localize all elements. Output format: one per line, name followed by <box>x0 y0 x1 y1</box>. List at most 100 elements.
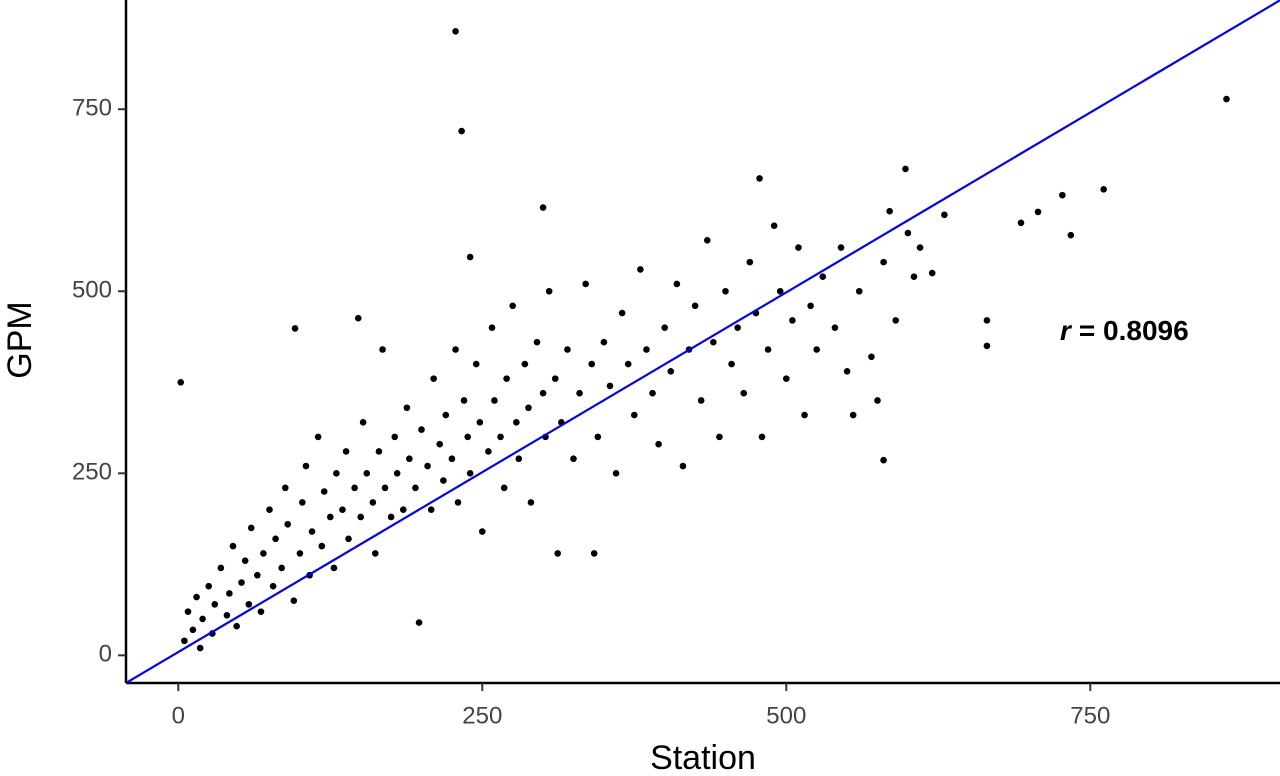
point <box>436 440 444 448</box>
point <box>418 426 425 433</box>
point <box>722 287 729 295</box>
point <box>513 419 520 426</box>
point <box>807 302 814 310</box>
point <box>464 433 472 441</box>
point <box>582 280 589 288</box>
point <box>503 375 510 382</box>
x-tick-label: 500 <box>766 702 806 729</box>
point <box>452 346 459 353</box>
point <box>655 440 662 448</box>
point <box>910 273 918 280</box>
point <box>527 499 535 506</box>
point <box>296 550 304 557</box>
point <box>509 302 516 310</box>
point <box>238 579 245 586</box>
annotation-text: = 0.8096 <box>1079 315 1189 346</box>
point <box>281 484 289 492</box>
annotation: r = 0.8096 <box>1060 315 1189 346</box>
annotation-variable: r <box>1060 315 1073 346</box>
point <box>359 419 367 426</box>
point <box>345 535 352 543</box>
point <box>716 433 723 441</box>
point <box>928 269 936 277</box>
point <box>576 389 583 397</box>
point <box>734 324 741 331</box>
point <box>521 360 529 368</box>
y-tick-label: 500 <box>72 277 112 304</box>
point <box>375 448 383 455</box>
point <box>649 389 656 397</box>
point <box>427 506 435 514</box>
point <box>630 411 638 419</box>
point <box>302 462 310 470</box>
point <box>342 448 350 455</box>
point <box>189 626 197 634</box>
point <box>272 535 279 543</box>
point <box>412 484 419 492</box>
point <box>363 469 371 477</box>
point <box>478 528 486 535</box>
point <box>710 338 717 346</box>
point <box>904 229 912 237</box>
point <box>314 433 322 441</box>
point <box>831 324 839 331</box>
point <box>223 611 231 619</box>
point <box>247 524 255 532</box>
point <box>606 382 614 390</box>
point <box>217 564 225 572</box>
point <box>497 433 504 441</box>
point <box>330 564 338 572</box>
point <box>1223 95 1230 103</box>
point <box>782 375 790 382</box>
point <box>458 127 465 135</box>
point <box>205 582 212 590</box>
point <box>424 462 431 470</box>
point <box>801 411 808 419</box>
point <box>868 353 875 361</box>
point <box>916 244 924 251</box>
point <box>269 582 277 590</box>
point <box>440 477 447 484</box>
point <box>819 273 827 280</box>
fit-line <box>126 0 1280 683</box>
point <box>184 608 192 615</box>
point <box>442 411 450 419</box>
plot-area <box>126 0 1280 683</box>
point <box>1059 191 1066 199</box>
point <box>539 204 547 211</box>
point <box>1017 219 1025 227</box>
point <box>320 488 328 495</box>
point <box>892 317 900 324</box>
point <box>843 368 851 375</box>
y-tick-label: 0 <box>99 641 112 668</box>
point <box>226 590 233 597</box>
point <box>472 360 480 368</box>
point <box>466 469 474 477</box>
x-axis-label: Station <box>650 739 756 776</box>
point <box>618 309 626 317</box>
point <box>539 389 547 397</box>
point <box>371 550 379 557</box>
point <box>199 615 206 623</box>
point <box>612 469 620 477</box>
point <box>291 325 299 332</box>
point <box>673 280 681 288</box>
point <box>266 506 273 514</box>
point <box>1034 208 1042 216</box>
point <box>746 258 754 266</box>
point <box>196 644 204 652</box>
point <box>391 433 399 441</box>
point <box>886 207 893 215</box>
point <box>637 266 644 273</box>
point <box>813 346 820 353</box>
point <box>983 342 991 350</box>
point <box>941 211 948 219</box>
point <box>1067 231 1075 239</box>
point <box>381 484 389 492</box>
point <box>551 375 559 382</box>
point <box>545 287 553 295</box>
point <box>193 593 200 601</box>
point <box>430 375 437 382</box>
point <box>466 253 474 261</box>
x-tick-label: 750 <box>1070 702 1110 729</box>
